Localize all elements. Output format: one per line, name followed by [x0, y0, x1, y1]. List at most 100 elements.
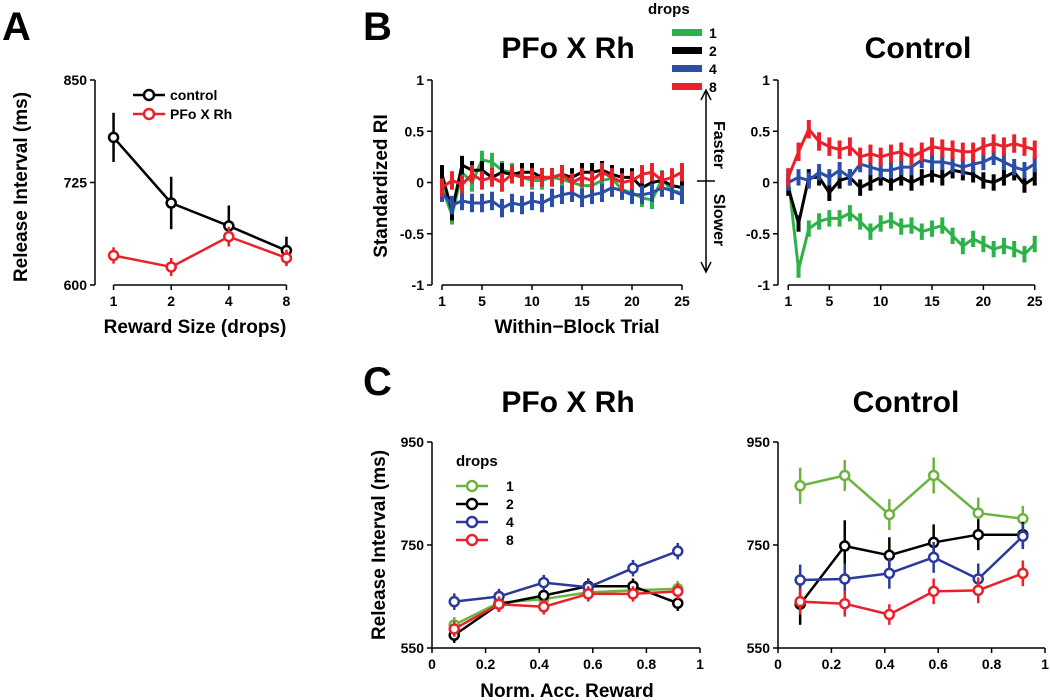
y-tick-label: 550	[747, 640, 771, 656]
x-tick-label: 0.8	[637, 656, 657, 672]
data-point	[839, 597, 851, 610]
x-tick-label: 0	[774, 656, 782, 672]
legend-a-control-marker	[142, 88, 156, 102]
legend-c-marker-4	[465, 515, 479, 529]
legend-c-title: drops	[456, 453, 498, 470]
series-c-left-8	[448, 583, 684, 637]
data-point	[493, 598, 505, 610]
data-point	[448, 595, 460, 608]
legend-c-label-1: 1	[506, 478, 514, 494]
legend-b: drops 1 2 4 8	[648, 1, 717, 95]
data-point	[538, 601, 550, 613]
y-tick-label: 550	[401, 640, 425, 656]
series-line	[454, 550, 679, 603]
series-c-right-8	[794, 560, 1029, 625]
data-point	[883, 508, 896, 521]
x-tick-label: 0.4	[875, 656, 895, 672]
data-point	[165, 261, 177, 273]
series-line	[800, 572, 1024, 616]
x-tick-label: 0.4	[529, 656, 549, 672]
data-point	[972, 584, 984, 597]
title-c-left: PFo X Rh	[501, 386, 634, 419]
data-point	[927, 551, 940, 564]
x-tick-label: 1	[1041, 656, 1049, 672]
data-point	[972, 507, 984, 519]
legend-c-label-8: 8	[506, 532, 514, 548]
ylabel-a: Release Interval (ms)	[11, 92, 32, 282]
series-line	[799, 474, 1023, 520]
title-b-left: PFo X Rh	[501, 32, 634, 65]
chart-a: 1 2 4 8 600 725 850	[64, 72, 293, 309]
y-tick-label: -0.5	[746, 226, 770, 242]
data-point	[672, 545, 684, 557]
x-tick-label: 1	[784, 293, 792, 309]
x-tick-label: 0.2	[476, 656, 496, 672]
legend-b-swatch-1	[672, 29, 702, 36]
series-line	[113, 235, 287, 269]
series-line	[112, 136, 287, 252]
data-point	[972, 528, 984, 541]
title-c-right: Control	[853, 386, 960, 419]
legend-b-swatch-2	[672, 47, 702, 54]
y-tick-label: -1	[758, 277, 771, 293]
series-c-right-1	[794, 457, 1029, 532]
x-tick-label: 0	[428, 656, 436, 672]
y-tick-label: 950	[401, 434, 425, 450]
x-tick-label: 0.8	[982, 656, 1002, 672]
legend-a-pfo-label: PFo X Rh	[170, 106, 232, 122]
y-tick-label: 850	[64, 72, 88, 88]
data-point	[883, 567, 896, 580]
legend-c-marker-8	[465, 533, 479, 547]
panel-label-a: A	[2, 5, 31, 49]
x-tick-label: 25	[1027, 293, 1043, 309]
x-tick-label: 5	[825, 293, 833, 309]
series-line	[799, 533, 1023, 605]
data-point	[165, 197, 177, 209]
legend-b-label-4: 4	[709, 61, 717, 77]
ylabel-c: Release Interval (ms)	[369, 450, 390, 640]
series-line	[800, 535, 1024, 582]
series-a-pfo-x-rh	[107, 226, 293, 276]
data-point	[927, 469, 940, 482]
data-point	[672, 597, 684, 609]
series-b-left-8	[440, 163, 684, 197]
data-point	[627, 562, 639, 574]
data-point	[883, 608, 896, 621]
legend-a-control-label: control	[170, 87, 217, 103]
x-tick-label: 1	[110, 293, 118, 309]
ylabel-b: Standardized RI	[371, 114, 392, 258]
legend-a-pfo-marker	[142, 107, 156, 121]
y-tick-label: 750	[401, 537, 425, 553]
chart-c-left: 0 0.2 0.4 0.6 0.8 1 550 750 950	[401, 434, 704, 672]
series-line	[787, 155, 1036, 184]
data-point	[839, 573, 851, 585]
slower-label: Slower	[710, 194, 727, 246]
data-point	[672, 585, 684, 598]
series-b-right-8	[786, 119, 1037, 187]
x-tick-label: 1	[696, 656, 704, 672]
data-point	[280, 252, 293, 264]
xlabel-b: Within−Block Trial	[494, 317, 659, 338]
legend-c: drops 1 2 4 8	[456, 453, 514, 548]
series-b-right-4	[786, 148, 1037, 191]
data-point	[1017, 530, 1029, 542]
x-tick-label: 8	[283, 293, 291, 309]
panel-label-b: B	[363, 5, 392, 49]
chart-b-left: 1 5 10 15 20 25-1-0.500.51	[400, 72, 690, 309]
data-point	[448, 623, 460, 635]
data-point	[1017, 567, 1029, 580]
xlabel-c: Norm. Acc. Reward	[480, 681, 654, 700]
y-tick-label: -0.5	[400, 226, 424, 242]
y-tick-label: 0.5	[751, 123, 771, 139]
x-tick-label: 0.6	[928, 656, 948, 672]
data-point	[839, 469, 851, 482]
legend-c-marker-2	[465, 497, 479, 511]
x-tick-label: 4	[225, 293, 233, 309]
data-point	[794, 480, 806, 492]
x-tick-label: 5	[478, 293, 486, 309]
data-point	[794, 574, 806, 586]
series-line	[786, 177, 1036, 272]
x-tick-label: 10	[873, 293, 889, 309]
chart-b-right: 1 5 10 15 20 25-1-0.500.51	[746, 72, 1043, 309]
